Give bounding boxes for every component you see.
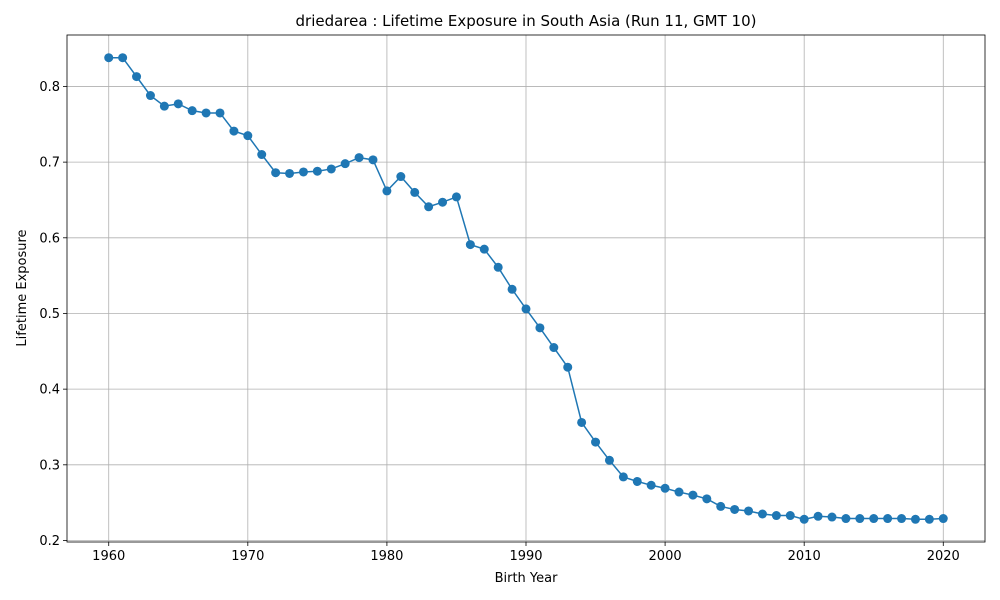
x-tick-label: 2010 xyxy=(788,549,821,564)
y-axis-ticks: 0.2 0.3 0.4 0.5 0.6 0.7 0.8 xyxy=(39,80,67,549)
y-tick-label: 0.5 xyxy=(39,307,60,322)
x-tick-label: 2020 xyxy=(927,549,960,564)
data-point xyxy=(285,168,295,178)
data-point xyxy=(549,343,559,353)
data-point xyxy=(646,480,656,490)
data-point xyxy=(702,494,712,504)
x-axis-label: Birth Year xyxy=(495,571,559,586)
data-point xyxy=(757,509,767,519)
data-point xyxy=(104,53,114,63)
y-axis-label: Lifetime Exposure xyxy=(15,229,30,346)
data-point xyxy=(924,514,934,524)
data-point xyxy=(396,172,406,182)
data-point xyxy=(688,490,698,500)
data-point xyxy=(215,108,225,118)
chart-title: driedarea : Lifetime Exposure in South A… xyxy=(296,12,757,30)
y-tick-label: 0.2 xyxy=(39,534,60,549)
data-point xyxy=(493,262,503,272)
data-point xyxy=(577,417,587,427)
data-point xyxy=(187,106,197,116)
x-tick-label: 1990 xyxy=(509,549,542,564)
data-point xyxy=(841,514,851,524)
data-point xyxy=(618,472,628,482)
data-point xyxy=(910,514,920,524)
data-point xyxy=(298,167,308,177)
data-point xyxy=(938,514,948,524)
data-point xyxy=(660,483,670,493)
data-point xyxy=(785,511,795,521)
data-point xyxy=(744,506,754,516)
data-point xyxy=(479,244,489,254)
x-axis-ticks: 1960 1970 1980 1990 2000 2010 2020 xyxy=(92,542,960,564)
data-point xyxy=(451,192,461,202)
data-point xyxy=(813,511,823,521)
x-tick-label: 2000 xyxy=(649,549,682,564)
y-tick-label: 0.4 xyxy=(39,383,60,398)
x-tick-label: 1970 xyxy=(231,549,264,564)
data-point xyxy=(271,168,281,178)
data-point xyxy=(424,202,434,212)
data-point xyxy=(354,153,364,163)
data-point xyxy=(145,91,155,101)
data-point xyxy=(716,501,726,511)
data-point xyxy=(507,284,517,294)
data-point xyxy=(173,99,183,109)
x-tick-label: 1960 xyxy=(92,549,125,564)
data-point xyxy=(243,131,253,141)
data-point xyxy=(368,155,378,165)
data-points xyxy=(104,53,948,524)
data-point xyxy=(730,504,740,514)
data-point xyxy=(535,323,545,333)
data-point xyxy=(118,53,128,63)
x-tick-label: 1980 xyxy=(370,549,403,564)
data-point xyxy=(591,437,601,447)
data-point xyxy=(897,514,907,524)
data-point xyxy=(465,240,475,250)
gridlines xyxy=(67,35,985,542)
data-point xyxy=(312,166,322,176)
data-point xyxy=(382,186,392,196)
data-point xyxy=(201,108,211,118)
data-point xyxy=(438,197,448,207)
data-point xyxy=(521,304,531,314)
data-point xyxy=(674,487,684,497)
data-point xyxy=(604,455,614,465)
data-point xyxy=(563,362,573,372)
data-point xyxy=(410,187,420,197)
data-point xyxy=(869,514,879,524)
data-point xyxy=(799,514,809,524)
data-point xyxy=(827,512,837,522)
data-point xyxy=(855,514,865,524)
data-point xyxy=(229,126,239,136)
y-tick-label: 0.8 xyxy=(39,80,60,95)
data-point xyxy=(340,159,350,169)
y-tick-label: 0.6 xyxy=(39,231,60,246)
data-point xyxy=(326,164,336,174)
data-point xyxy=(632,476,642,486)
data-point xyxy=(132,72,142,82)
data-point xyxy=(771,511,781,521)
y-tick-label: 0.7 xyxy=(39,156,60,171)
data-point xyxy=(883,514,893,524)
data-point xyxy=(159,101,169,111)
y-tick-label: 0.3 xyxy=(39,458,60,473)
data-point xyxy=(257,150,267,160)
